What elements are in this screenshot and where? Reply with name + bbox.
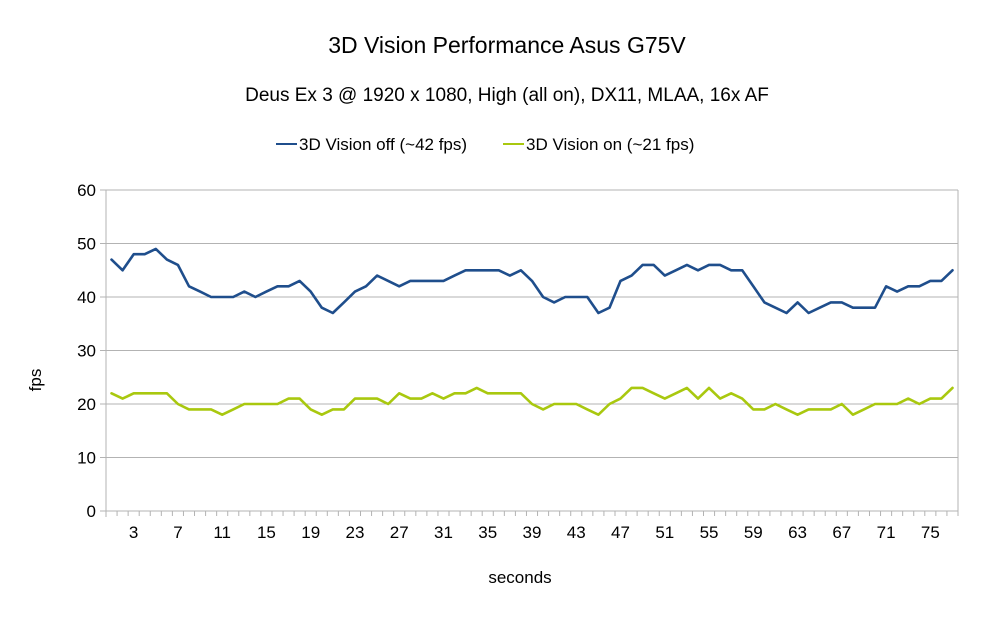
x-tick-label: 51 (655, 523, 674, 542)
legend-label-on: 3D Vision on (~21 fps) (526, 135, 694, 154)
data-series (110, 247, 954, 417)
chart-title: 3D Vision Performance Asus G75V (328, 32, 686, 58)
x-tick-label: 43 (567, 523, 586, 542)
y-tick-label: 30 (77, 342, 96, 361)
x-axis-label: seconds (488, 568, 551, 587)
x-tick-label: 11 (213, 523, 231, 542)
x-tick-label: 47 (611, 523, 630, 542)
x-tick-label: 15 (257, 523, 276, 542)
y-tick-label: 0 (87, 502, 96, 521)
series-line-3d-vision-off (110, 247, 954, 315)
x-tick-label: 55 (700, 523, 719, 542)
y-tick-label: 20 (77, 395, 96, 414)
x-tick-label: 59 (744, 523, 763, 542)
x-tick-label: 71 (877, 523, 896, 542)
series-line-3d-vision-on (110, 386, 954, 417)
x-tick-label: 3 (129, 523, 138, 542)
plot-frame (105, 190, 959, 517)
x-tick-label: 67 (832, 523, 851, 542)
y-tick-label: 50 (77, 235, 96, 254)
x-tick-label: 7 (173, 523, 182, 542)
x-tick-label: 39 (523, 523, 542, 542)
y-axis-ticks: 0 10 20 30 40 50 60 (77, 181, 106, 521)
y-axis-label: fps (26, 369, 45, 392)
x-tick-label: 19 (301, 523, 320, 542)
legend: 3D Vision off (~42 fps) 3D Vision on (~2… (276, 135, 694, 154)
x-axis-ticks: 3 7 11 15 19 23 27 31 35 39 43 47 51 55 59 63 67 71 75 (105, 511, 959, 542)
gridlines (106, 189, 958, 512)
y-tick-label: 40 (77, 288, 96, 307)
x-tick-label: 63 (788, 523, 807, 542)
chart-subtitle: Deus Ex 3 @ 1920 x 1080, High (all on), … (245, 85, 769, 106)
x-tick-label: 75 (921, 523, 940, 542)
y-tick-label: 10 (77, 449, 96, 468)
x-tick-label: 35 (478, 523, 497, 542)
y-tick-label: 60 (77, 181, 96, 200)
legend-label-off: 3D Vision off (~42 fps) (299, 135, 467, 154)
x-tick-label: 27 (390, 523, 409, 542)
x-tick-label: 31 (434, 523, 453, 542)
x-tick-label: 23 (346, 523, 365, 542)
